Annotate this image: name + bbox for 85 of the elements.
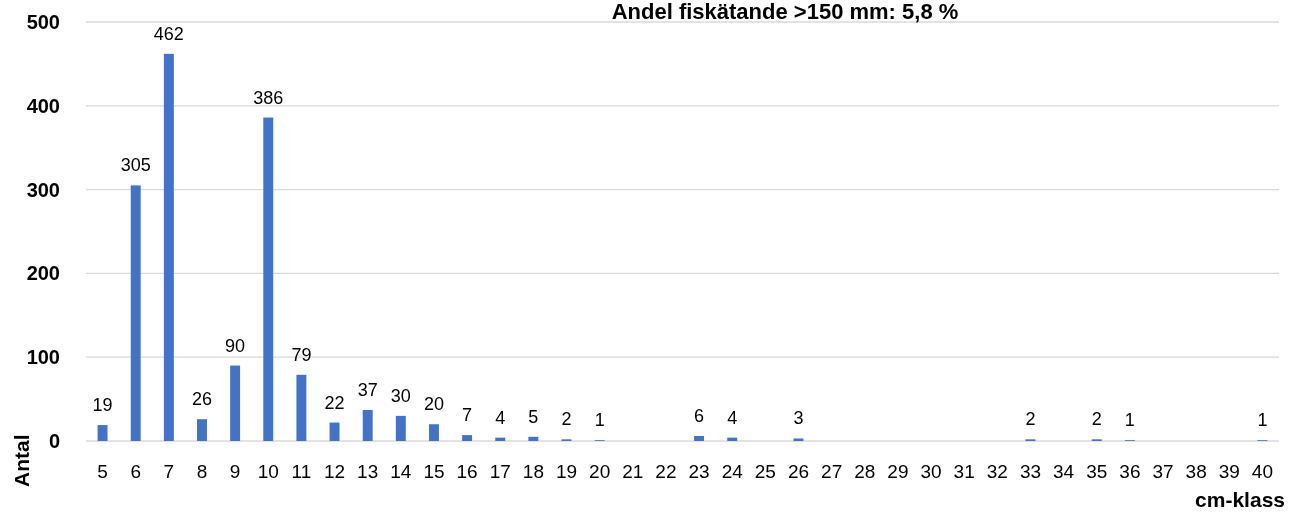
- x-tick-label: 24: [721, 461, 744, 483]
- data-label: 37: [357, 379, 378, 400]
- y-tick-label: 0: [48, 429, 60, 452]
- x-tick-label: 17: [489, 461, 511, 483]
- x-tick-label: 14: [390, 461, 412, 483]
- x-axis-title: cm-klass: [1195, 488, 1285, 511]
- bar: [428, 424, 439, 441]
- data-label: 5: [528, 406, 539, 427]
- x-tick-label: 23: [688, 461, 710, 483]
- data-label: 26: [191, 389, 212, 410]
- bar: [197, 419, 207, 441]
- data-label: 2: [1091, 409, 1102, 430]
- bar: [727, 437, 738, 441]
- x-tick-label: 39: [1218, 461, 1240, 483]
- data-label: 20: [423, 394, 444, 415]
- x-tick-label: 21: [622, 461, 644, 483]
- x-tick-label: 36: [1119, 461, 1141, 483]
- x-tick-label: 16: [456, 461, 478, 483]
- bar: [495, 437, 506, 441]
- x-tick-label: 5: [97, 461, 108, 483]
- x-tick-label: 28: [854, 461, 876, 483]
- data-label: 3: [793, 408, 804, 429]
- x-tick-label: 10: [257, 461, 279, 483]
- x-tick-label: 26: [787, 461, 810, 483]
- x-tick-label: 7: [163, 461, 175, 483]
- data-label: 1: [594, 410, 605, 431]
- bar: [263, 117, 274, 441]
- bar: [163, 53, 174, 441]
- data-label: 22: [324, 392, 345, 413]
- bar: [362, 409, 373, 441]
- data-label: 2: [1025, 409, 1036, 430]
- y-tick-label: 100: [26, 346, 60, 369]
- data-label: 30: [390, 385, 411, 406]
- x-tick-label: 22: [655, 461, 677, 483]
- x-tick-label: 30: [920, 461, 942, 483]
- data-label: 90: [225, 335, 246, 356]
- data-label: 7: [462, 405, 473, 426]
- data-label: 2: [561, 409, 572, 430]
- x-tick-label: 32: [986, 461, 1008, 483]
- data-label: 6: [694, 405, 705, 426]
- data-label: 462: [153, 23, 184, 44]
- x-tick-label: 37: [1152, 461, 1174, 483]
- bar: [694, 435, 705, 441]
- data-label: 1: [1257, 410, 1268, 431]
- x-tick-label: 6: [130, 461, 141, 483]
- x-tick-label: 27: [821, 461, 843, 483]
- data-label: 19: [92, 395, 113, 416]
- x-tick-label: 34: [1053, 461, 1075, 483]
- x-tick-label: 33: [1019, 461, 1042, 483]
- bar: [97, 425, 108, 441]
- bar: [395, 415, 406, 441]
- y-tick-label: 400: [26, 94, 60, 117]
- y-tick-label: 300: [26, 178, 60, 201]
- data-label: 386: [253, 87, 284, 108]
- x-tick-label: 13: [357, 461, 379, 483]
- data-label: 4: [495, 407, 506, 428]
- data-label: 79: [291, 344, 312, 365]
- data-label: 305: [120, 155, 151, 176]
- x-tick-label: 8: [196, 461, 208, 483]
- x-tick-label: 40: [1251, 461, 1273, 483]
- x-tick-label: 18: [522, 461, 544, 483]
- bar: [230, 365, 241, 441]
- x-tick-label: 38: [1185, 461, 1207, 483]
- y-axis-title: Antal: [10, 434, 33, 487]
- data-label: 1: [1124, 410, 1135, 431]
- bar: [329, 422, 340, 441]
- bar: [793, 438, 804, 441]
- x-tick-label: 9: [229, 461, 241, 483]
- x-tick-label: 19: [555, 461, 578, 483]
- chart-title: Andel fiskätande >150 mm: 5,8 %: [611, 0, 959, 24]
- x-tick-label: 25: [754, 461, 776, 483]
- x-tick-label: 15: [423, 461, 445, 483]
- x-tick-label: 29: [887, 461, 909, 483]
- x-tick-label: 12: [323, 461, 346, 483]
- bar: [528, 436, 539, 441]
- x-tick-label: 31: [953, 461, 975, 483]
- data-label: 4: [727, 407, 738, 428]
- x-tick-label: 20: [589, 461, 611, 483]
- bar: [296, 374, 307, 441]
- y-tick-label: 200: [26, 262, 60, 285]
- x-tick-label: 11: [291, 461, 312, 483]
- x-tick-label: 35: [1086, 461, 1108, 483]
- y-tick-label: 500: [26, 10, 60, 33]
- bar: [130, 185, 141, 441]
- bar: [462, 435, 473, 441]
